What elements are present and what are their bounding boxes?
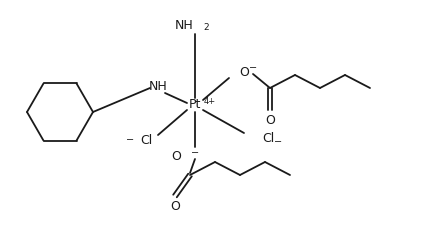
Text: 4+: 4+ [204, 97, 216, 106]
Text: Pt: Pt [189, 99, 201, 111]
Text: 2: 2 [203, 23, 209, 32]
Text: NH: NH [148, 79, 168, 92]
Text: O: O [170, 201, 180, 214]
Text: −: − [274, 137, 282, 147]
Text: −: − [126, 135, 134, 145]
Text: −: − [191, 148, 199, 158]
Text: O: O [171, 150, 181, 164]
Text: Cl: Cl [262, 132, 274, 145]
Text: O: O [239, 65, 249, 78]
Text: −: − [249, 63, 257, 73]
Text: Cl: Cl [140, 133, 152, 146]
Text: NH: NH [174, 18, 193, 32]
Text: O: O [265, 114, 275, 127]
